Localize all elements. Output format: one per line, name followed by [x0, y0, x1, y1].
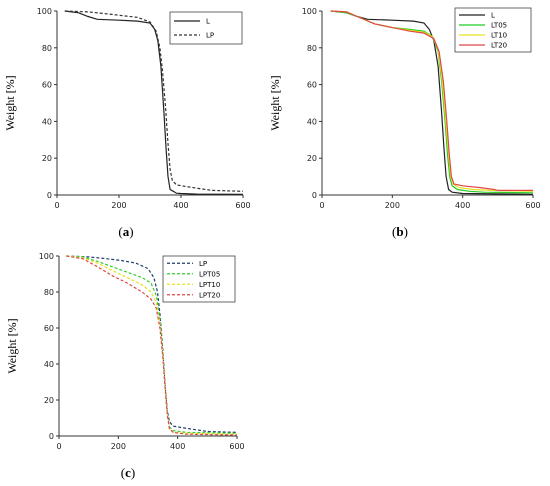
y-tick-label: 40 [42, 117, 52, 126]
legend-label-l: L [206, 18, 210, 26]
series-line-lpt10 [66, 255, 238, 435]
y-tick-label: 100 [37, 7, 52, 16]
y-tick-label: 100 [39, 252, 54, 261]
y-axis-label: Weight [%] [268, 75, 282, 130]
series-line-l [64, 10, 244, 195]
legend-label-lp: LP [199, 260, 207, 268]
x-tick-label: 0 [54, 201, 59, 210]
legend-label-lt20: LT20 [491, 42, 507, 50]
figure-caption-a: (a) [118, 224, 133, 239]
x-tick-label: 400 [455, 201, 470, 210]
y-tick-label: 20 [307, 154, 317, 163]
legend-box [169, 11, 243, 45]
y-tick-label: 60 [44, 324, 54, 333]
x-tick-label: 200 [111, 201, 126, 210]
series-line-lpt05 [66, 255, 238, 434]
y-tick-label: 20 [44, 396, 54, 405]
y-tick-label: 80 [307, 44, 317, 53]
y-tick-label: 40 [44, 360, 54, 369]
y-tick-label: 0 [312, 191, 317, 200]
x-tick-label: 600 [235, 201, 250, 210]
figure-caption-c: (c) [121, 465, 135, 480]
y-tick-label: 60 [307, 81, 317, 90]
series-line-lp [64, 10, 244, 192]
series-line-lp [66, 255, 238, 433]
y-tick-label: 0 [47, 191, 52, 200]
x-tick-label: 600 [525, 201, 540, 210]
y-tick-label: 60 [42, 81, 52, 90]
y-tick-label: 100 [302, 7, 317, 16]
legend-label-lt10: LT10 [491, 32, 507, 40]
x-tick-label: 600 [229, 442, 244, 451]
series-line-lt20 [330, 10, 533, 191]
figure-caption-b: (b) [392, 224, 408, 239]
legend-label-lpt20: LPT20 [199, 291, 220, 299]
y-axis-label: Weight [%] [3, 75, 17, 130]
legend-label-lpt05: LPT05 [199, 270, 220, 278]
x-tick-label: 0 [56, 442, 61, 451]
chart-a: 0 20 40 60 80 100 0 200 400 600 Weight [%] L LP (a) [3, 7, 251, 239]
y-axis-label: Weight [%] [5, 318, 19, 373]
legend-label-lpt10: LPT10 [199, 281, 220, 289]
x-tick-label: 400 [170, 442, 185, 451]
chart-b: 0 20 40 60 80 100 0 200 400 600 Weight [%] L LT05 LT1… [268, 7, 541, 239]
y-tick-label: 80 [44, 288, 54, 297]
x-tick-label: 200 [385, 201, 400, 210]
chart-c: 0 20 40 60 80 100 0 200 400 600 Weight [%] LP LPT05 L… [5, 252, 245, 480]
legend-label-lp: LP [206, 32, 214, 40]
y-tick-label: 40 [307, 117, 317, 126]
legend-label-l: L [491, 12, 495, 20]
y-tick-label: 80 [42, 44, 52, 53]
x-tick-label: 0 [319, 201, 324, 210]
x-tick-label: 200 [111, 442, 126, 451]
series-line-lpt20 [66, 255, 238, 436]
y-tick-label: 20 [42, 154, 52, 163]
legend-label-lt05: LT05 [491, 22, 507, 30]
y-tick-label: 0 [49, 432, 54, 441]
x-tick-label: 400 [173, 201, 188, 210]
